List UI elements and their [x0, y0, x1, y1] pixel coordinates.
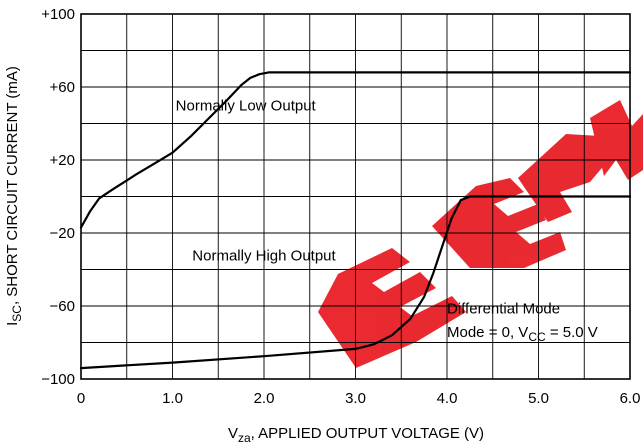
- y-tick-label: −100: [41, 371, 75, 388]
- series-layer: [79, 71, 632, 370]
- annotation-mode-main: Mode = 0, V: [447, 324, 528, 341]
- x-axis-label-rest: , APPLIED OUTPUT VOLTAGE (V): [251, 425, 484, 442]
- x-tick-label: 1.0: [162, 390, 183, 407]
- y-tick-label: +20: [50, 152, 75, 169]
- annotation-normally-high-output: Normally High Output: [192, 247, 336, 264]
- y-axis-label-rest: , SHORT CIRCUIT CURRENT (mA): [4, 66, 21, 305]
- y-tick-label: +100: [41, 6, 75, 23]
- x-tick-label: 0: [77, 390, 85, 407]
- x-axis-label-main: V: [228, 425, 238, 442]
- x-tick-label: 2.0: [254, 390, 275, 407]
- tick-labels: 0 1.0 2.0 3.0 4.0 5.0 6.0 +100 +60 +20 −20 −60 −100: [41, 6, 640, 407]
- y-axis-label: ISC, SHORT CIRCUIT CURRENT (mA): [4, 66, 24, 326]
- y-axis-label-main: I: [4, 322, 21, 326]
- series-line-normally-low-output: [79, 71, 632, 229]
- annotation-mode-rest: = 5.0 V: [546, 324, 598, 341]
- annotation-mode-vcc: Mode = 0, VCC = 5.0 V: [447, 324, 598, 344]
- annotation-differential-mode: Differential Mode: [447, 300, 560, 317]
- watermark-letter-e1: [318, 248, 466, 368]
- x-tick-label: 4.0: [437, 390, 458, 407]
- x-tick-label: 3.0: [345, 390, 366, 407]
- annotation-normally-low-output: Normally Low Output: [176, 98, 317, 115]
- y-tick-label: −20: [50, 225, 75, 242]
- y-tick-label: +60: [50, 79, 75, 96]
- annotation-mode-sub: CC: [528, 330, 546, 344]
- y-tick-label: −60: [50, 298, 75, 315]
- x-axis-label: Vza, APPLIED OUTPUT VOLTAGE (V): [228, 425, 484, 445]
- watermark-letter-p: [518, 134, 612, 222]
- series-line-normally-high-output: [79, 195, 632, 370]
- x-tick-label: 5.0: [528, 390, 549, 407]
- x-tick-label: 6.0: [620, 390, 641, 407]
- plot-grid: [81, 14, 630, 379]
- watermark-letter-e2: [432, 178, 566, 268]
- y-axis-label-sub: SC: [10, 305, 24, 322]
- x-axis-label-sub: za: [238, 431, 251, 445]
